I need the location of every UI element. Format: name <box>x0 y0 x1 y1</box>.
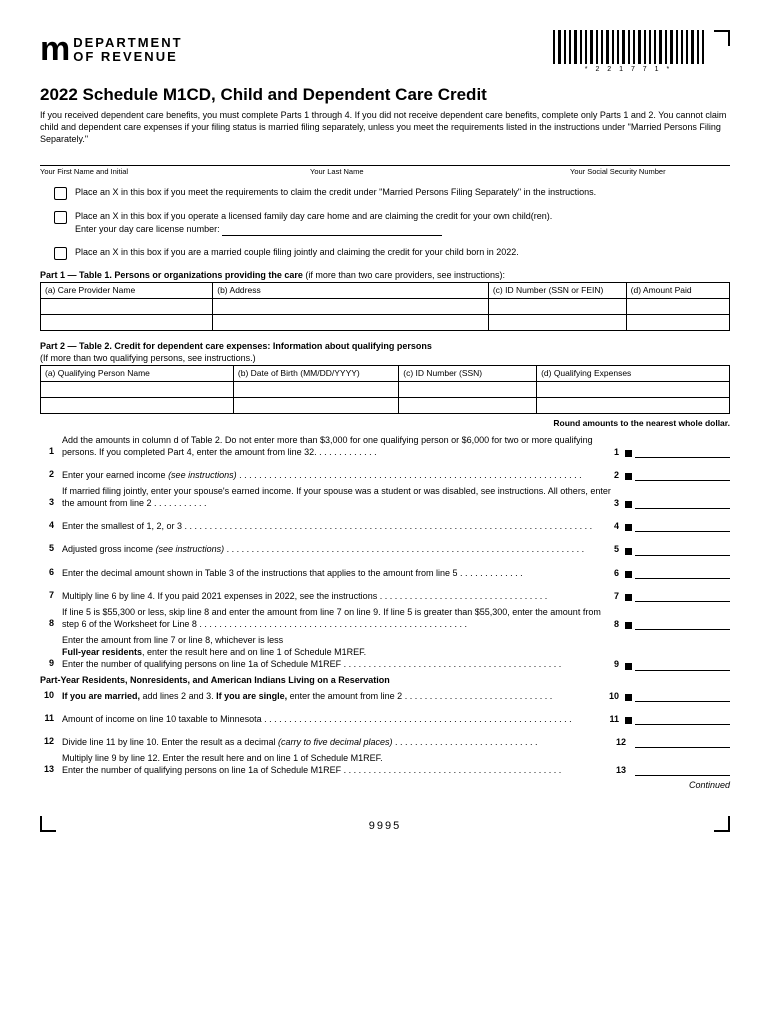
line-6: 6 Enter the decimal amount shown in Tabl… <box>40 566 730 579</box>
box-icon <box>625 473 632 480</box>
part2-sub: (If more than two qualifying persons, se… <box>40 353 730 363</box>
line-4-input[interactable] <box>635 520 730 532</box>
line-3: 3 If married filing jointly, enter your … <box>40 485 730 509</box>
t1-cell[interactable] <box>41 298 213 314</box>
part2-heading: Part 2 — Table 2. Credit for dependent c… <box>40 341 730 351</box>
checkbox-mfs[interactable] <box>54 187 67 200</box>
checkbox-daycare-label: Place an X in this box if you operate a … <box>75 210 552 235</box>
t1-cell[interactable] <box>626 298 729 314</box>
barcode-icon <box>553 30 704 64</box>
continued-label: Continued <box>40 780 730 790</box>
line-9-input[interactable] <box>635 659 730 671</box>
logo-block: m DEPARTMENT OF REVENUE <box>40 30 183 69</box>
t1-cell[interactable] <box>626 314 729 330</box>
box-icon <box>625 622 632 629</box>
table-2: (a) Qualifying Person Name (b) Date of B… <box>40 365 730 414</box>
t1-cell[interactable] <box>41 314 213 330</box>
line-9: 9 Enter the amount from line 7 or line 8… <box>40 634 730 670</box>
line-4: 4 Enter the smallest of 1, 2, or 3 . . .… <box>40 519 730 532</box>
form-title: 2022 Schedule M1CD, Child and Dependent … <box>40 85 730 105</box>
line-12-input[interactable] <box>635 736 730 748</box>
t2-cell[interactable] <box>41 397 234 413</box>
mn-logo-icon: m <box>40 30 67 69</box>
t1-cell[interactable] <box>213 298 489 314</box>
t2-cell[interactable] <box>537 381 730 397</box>
t1-cell[interactable] <box>488 314 626 330</box>
line-12: 12 Divide line 11 by line 10. Enter the … <box>40 735 730 748</box>
t2-col-c: (c) ID Number (SSN) <box>399 365 537 381</box>
t2-col-d: (d) Qualifying Expenses <box>537 365 730 381</box>
crop-corner-br <box>714 816 730 832</box>
form-header: m DEPARTMENT OF REVENUE * 2 2 1 7 7 1 * <box>40 30 730 73</box>
t2-cell[interactable] <box>399 397 537 413</box>
box-icon <box>625 524 632 531</box>
t2-cell[interactable] <box>41 381 234 397</box>
crop-corner-tr <box>714 30 730 46</box>
crop-corner-bl <box>40 816 56 832</box>
box-icon <box>625 450 632 457</box>
t1-col-d: (d) Amount Paid <box>626 282 729 298</box>
box-icon <box>625 663 632 670</box>
line-2-input[interactable] <box>635 469 730 481</box>
line-13-input[interactable] <box>635 764 730 776</box>
part1-heading: Part 1 — Table 1. Persons or organizatio… <box>40 270 730 280</box>
line-11-input[interactable] <box>635 713 730 725</box>
t2-cell[interactable] <box>537 397 730 413</box>
t1-cell[interactable] <box>213 314 489 330</box>
t1-cell[interactable] <box>488 298 626 314</box>
checkbox-mfs-label: Place an X in this box if you meet the r… <box>75 186 596 199</box>
last-name-field[interactable]: Your Last Name <box>310 165 570 176</box>
line-5: 5 Adjusted gross income (see instruction… <box>40 542 730 555</box>
line-8-input[interactable] <box>635 618 730 630</box>
t1-col-a: (a) Care Provider Name <box>41 282 213 298</box>
t1-col-c: (c) ID Number (SSN or FEIN) <box>488 282 626 298</box>
line-10-input[interactable] <box>635 690 730 702</box>
t1-col-b: (b) Address <box>213 282 489 298</box>
barcode-block: * 2 2 1 7 7 1 * <box>553 30 704 73</box>
line-2: 2 Enter your earned income (see instruct… <box>40 468 730 481</box>
t2-cell[interactable] <box>233 397 398 413</box>
box-icon <box>625 717 632 724</box>
round-note: Round amounts to the nearest whole dolla… <box>40 418 730 428</box>
line-7-input[interactable] <box>635 590 730 602</box>
line-6-input[interactable] <box>635 567 730 579</box>
t2-cell[interactable] <box>399 381 537 397</box>
line-10: 10 If you are married, add lines 2 and 3… <box>40 689 730 702</box>
line-5-input[interactable] <box>635 544 730 556</box>
checkbox-born-2022[interactable] <box>54 247 67 260</box>
line-8: 8 If line 5 is $55,300 or less, skip lin… <box>40 606 730 630</box>
box-icon <box>625 571 632 578</box>
license-number-input[interactable] <box>222 226 442 236</box>
checkbox-daycare[interactable] <box>54 211 67 224</box>
t2-col-b: (b) Date of Birth (MM/DD/YYYY) <box>233 365 398 381</box>
line-7: 7 Multiply line 6 by line 4. If you paid… <box>40 589 730 602</box>
line-11: 11 Amount of income on line 10 taxable t… <box>40 712 730 725</box>
box-icon <box>625 548 632 555</box>
intro-text: If you received dependent care benefits,… <box>40 109 730 145</box>
ssn-field[interactable]: Your Social Security Number <box>570 165 730 176</box>
line-1-input[interactable] <box>635 446 730 458</box>
footer-number: 9995 <box>40 820 730 832</box>
first-name-field[interactable]: Your First Name and Initial <box>40 165 310 176</box>
t2-cell[interactable] <box>233 381 398 397</box>
t2-col-a: (a) Qualifying Person Name <box>41 365 234 381</box>
dept-name: DEPARTMENT OF REVENUE <box>73 36 182 63</box>
box-icon <box>625 694 632 701</box>
box-icon <box>625 594 632 601</box>
barcode-number: * 2 2 1 7 7 1 * <box>553 66 704 73</box>
part-year-heading: Part-Year Residents, Nonresidents, and A… <box>40 675 730 685</box>
box-icon <box>625 501 632 508</box>
table-1: (a) Care Provider Name (b) Address (c) I… <box>40 282 730 331</box>
line-3-input[interactable] <box>635 497 730 509</box>
line-13: 13 Multiply line 9 by line 12. Enter the… <box>40 752 730 776</box>
checkbox-born-2022-label: Place an X in this box if you are a marr… <box>75 246 519 259</box>
line-1: 1 Add the amounts in column d of Table 2… <box>40 434 730 458</box>
